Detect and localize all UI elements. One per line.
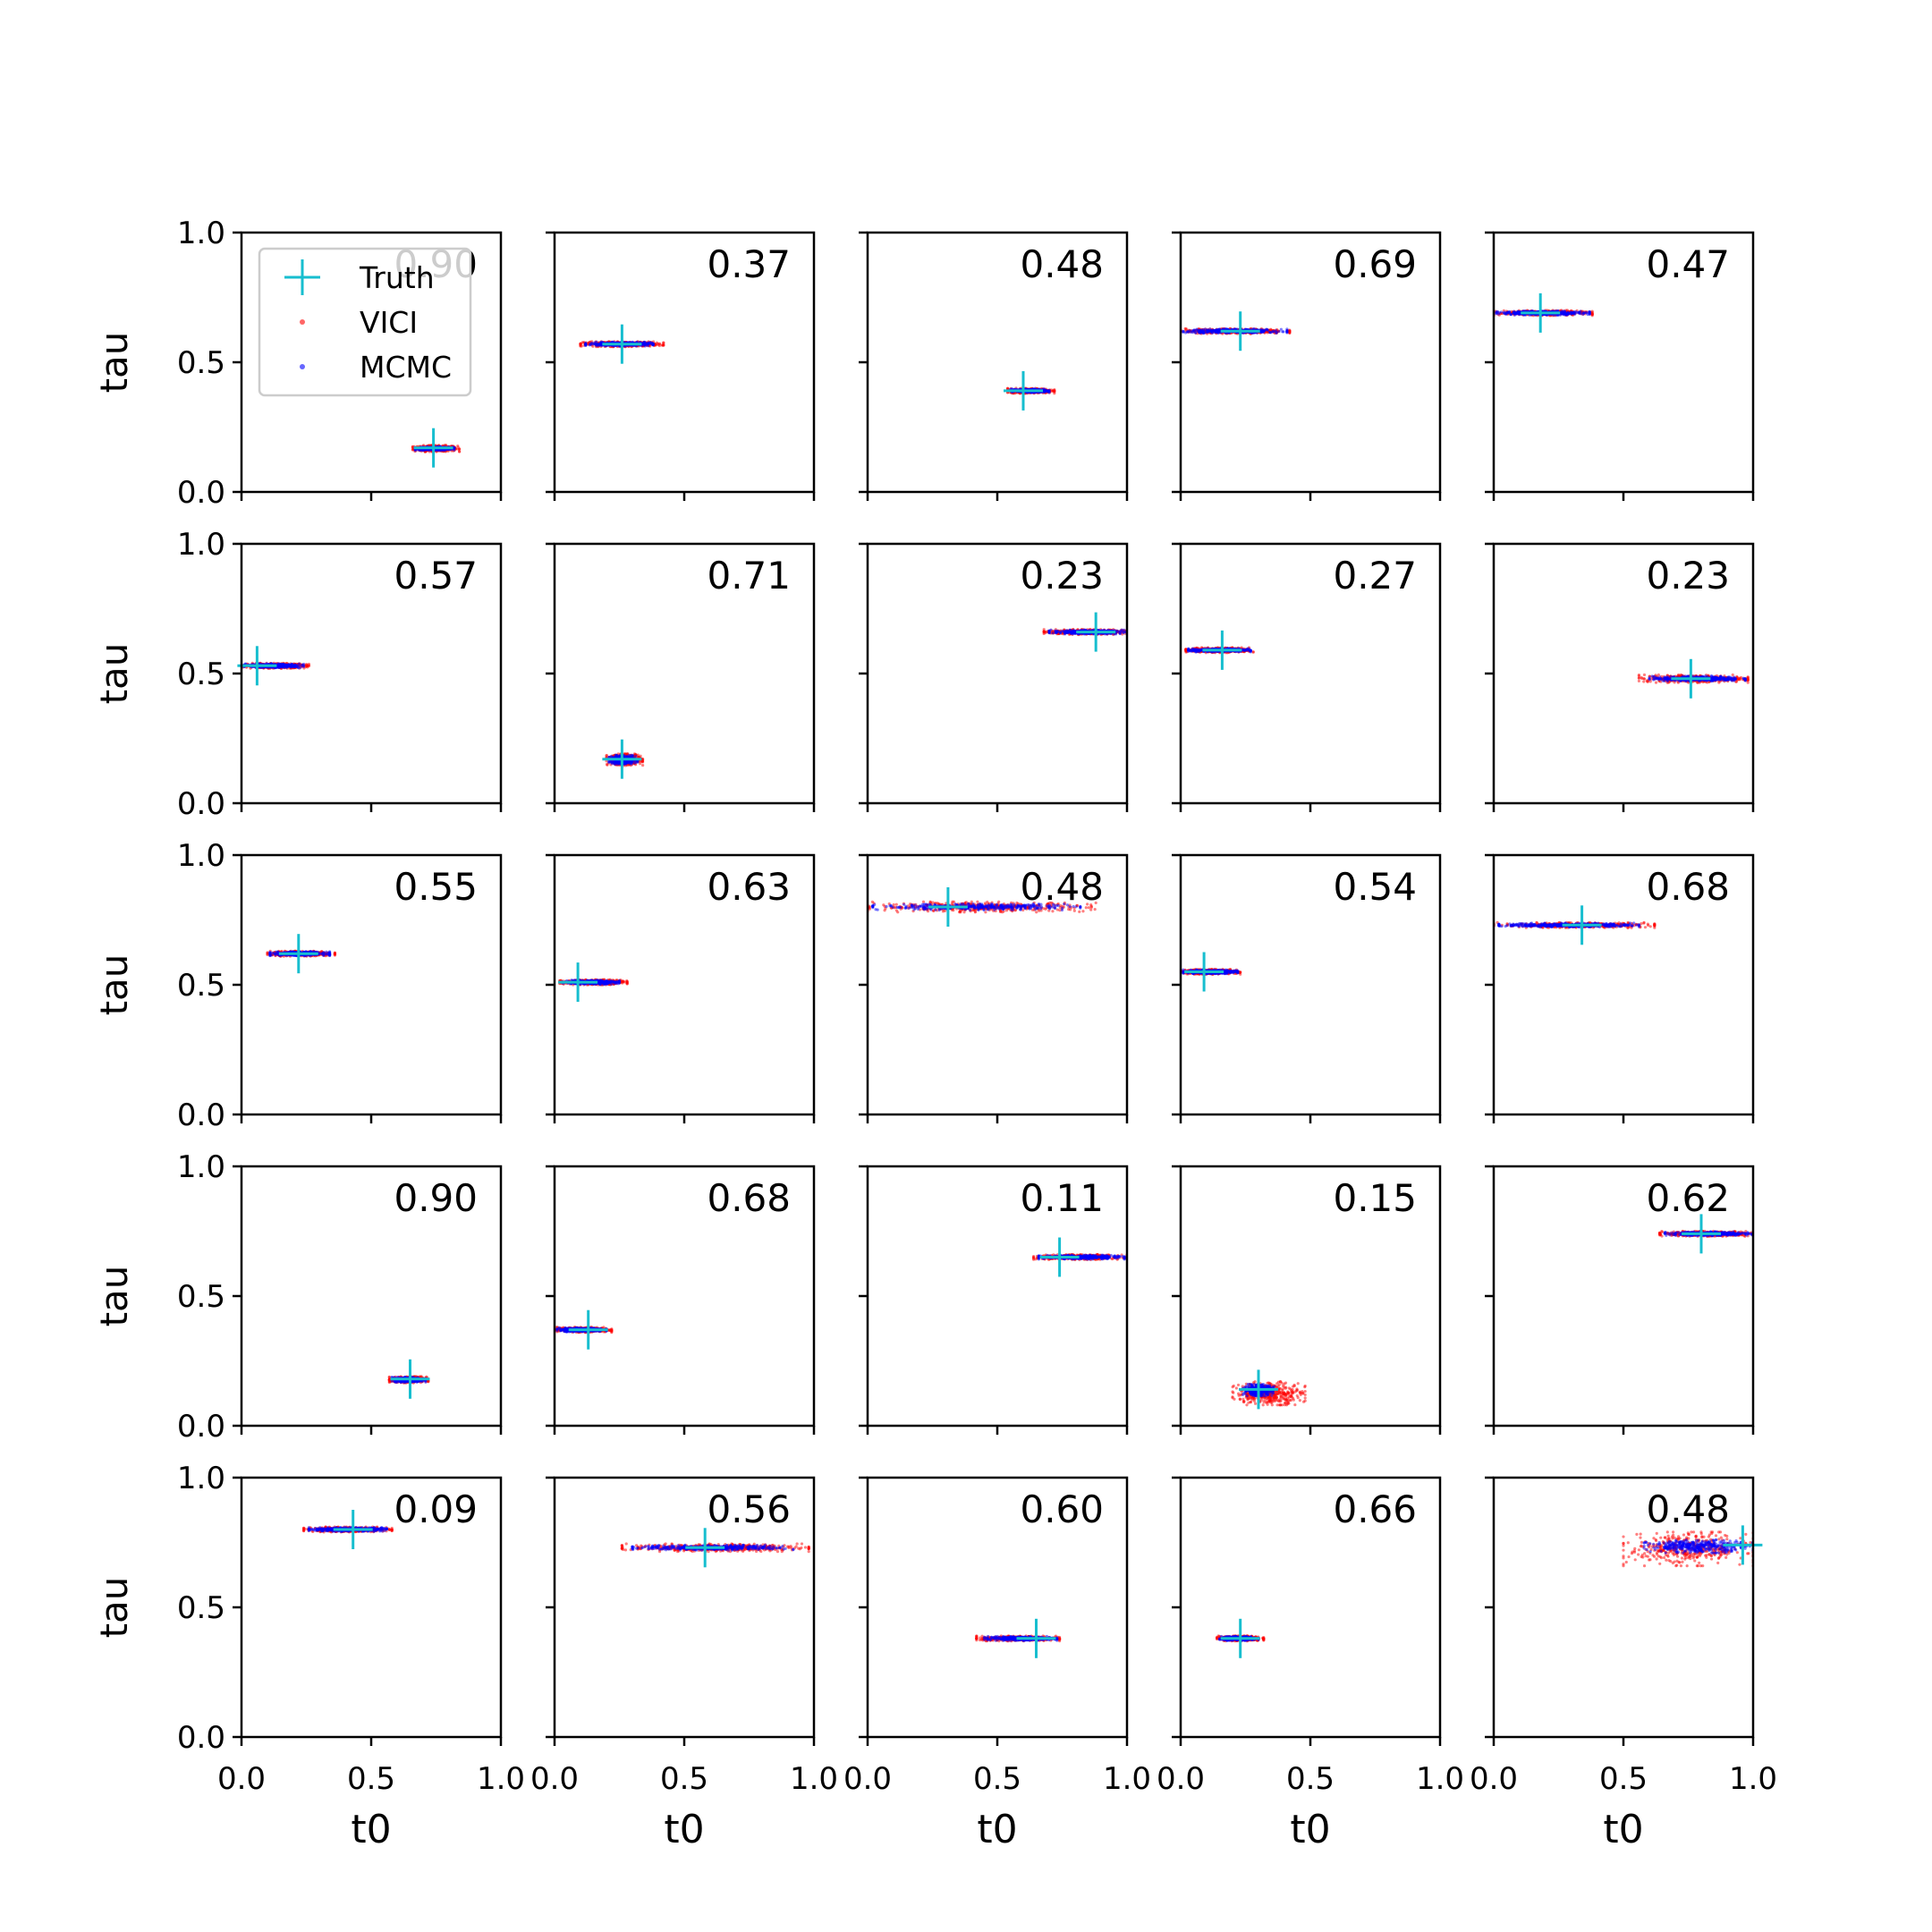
mcmc-point (1502, 311, 1505, 315)
mcmc-point (1559, 311, 1563, 315)
panel-value-label: 0.37 (707, 242, 791, 286)
mcmc-point (1285, 330, 1289, 334)
mcmc-point (280, 665, 284, 668)
vici-point (1288, 329, 1292, 333)
mcmc-point (1201, 330, 1205, 334)
panel-5: 0.47 (1485, 231, 1755, 501)
vici-point (662, 343, 665, 346)
y-tick-label: 0.0 (177, 475, 225, 511)
mcmc-point (1197, 330, 1200, 334)
mcmc-point (1210, 331, 1215, 335)
vici-point (456, 444, 460, 448)
mcmc-point (651, 343, 655, 346)
vici-point (591, 344, 595, 348)
vici-point (1183, 326, 1187, 330)
mcmc-point (1588, 312, 1591, 316)
vici-point (457, 450, 462, 453)
mcmc-point (1285, 327, 1289, 331)
mcmc-point (584, 343, 588, 346)
panel-value-label: 0.47 (1646, 242, 1730, 286)
mcmc-point (593, 342, 597, 346)
y-tick-label: 0.0 (177, 786, 225, 822)
mcmc-point (292, 664, 297, 667)
mcmc-point (453, 446, 456, 450)
panel-2: 0.37 (546, 231, 816, 501)
panel-value-label: 0.48 (1020, 242, 1104, 286)
mcmc-point (297, 662, 301, 665)
y-tick-label: 1.0 (177, 216, 225, 251)
mcmc-point (589, 343, 592, 346)
mcmc-point (1260, 329, 1264, 333)
mcmc-point (1188, 329, 1191, 333)
mcmc-point (1282, 330, 1285, 334)
mcmc-point (1499, 310, 1504, 314)
mcmc-point (1588, 309, 1591, 314)
mcmc-point (1042, 390, 1046, 394)
mcmc-point (597, 343, 601, 346)
vici-point (1053, 389, 1056, 393)
y-tick-label: 0.5 (177, 345, 225, 381)
mcmc-point (1207, 329, 1210, 333)
mcmc-point (1217, 329, 1221, 333)
y-axis-label: tau (92, 643, 136, 705)
mcmc-point (1264, 327, 1268, 332)
mcmc-point (1514, 311, 1518, 315)
mcmc-point (1505, 310, 1509, 314)
mcmc-point (1195, 327, 1199, 331)
mcmc-point (1277, 329, 1281, 334)
vici-point (1590, 312, 1594, 317)
vici-point (411, 448, 414, 452)
mcmc-point (648, 340, 652, 344)
mcmc-point (1182, 329, 1185, 333)
mcmc-point (1279, 327, 1283, 331)
mcmc-point (1191, 331, 1195, 335)
mcmc-point (300, 664, 304, 667)
mcmc-point (1523, 309, 1527, 313)
mcmc-point (1564, 313, 1568, 317)
panel-value-label: 0.69 (1333, 242, 1417, 286)
vici-point (579, 343, 582, 346)
mcmc-point (1582, 311, 1586, 315)
panels-layer: 0.900.00.51.0tau0.370.480.690.470.570.00… (92, 216, 1777, 1852)
mcmc-point (1183, 331, 1188, 335)
mcmc-point (1509, 312, 1513, 317)
mcmc-point (1566, 311, 1570, 315)
mcmc-point (273, 666, 276, 670)
mcmc-point (1518, 312, 1521, 316)
vici-point (657, 343, 662, 348)
panel-value-label: 0.57 (394, 554, 478, 597)
mcmc-point (1496, 311, 1499, 315)
mcmc-point (1569, 310, 1572, 314)
mcmc-point (1512, 311, 1515, 315)
mcmc-point (1214, 329, 1217, 334)
panel-7: 0.71 (546, 542, 816, 812)
vici-point (457, 447, 462, 451)
mcmc-point (284, 665, 289, 669)
mcmc-point (420, 448, 424, 452)
y-tick-label: 1.0 (177, 527, 225, 563)
mcmc-point (297, 666, 301, 670)
y-tick-label: 0.5 (177, 657, 225, 692)
mcmc-point (1579, 312, 1582, 316)
mcmc-point (1269, 331, 1273, 335)
mcmc-point (288, 664, 292, 667)
mcmc-point (643, 344, 647, 348)
mcmc-point (642, 342, 646, 345)
vici-point (657, 342, 661, 345)
y-axis-label: tau (92, 332, 136, 394)
mcmc-point (1273, 330, 1276, 334)
panel-6: 0.57 0.0 0.5 1.0 tau (92, 527, 503, 822)
mcmc-point (283, 664, 287, 667)
panel-3: 0.48 (859, 231, 1129, 501)
mcmc-point (1047, 390, 1051, 394)
mcmc-point (1194, 331, 1198, 335)
mcmc-point (1575, 310, 1579, 315)
vici-point (306, 664, 309, 667)
mcmc-point (595, 344, 598, 348)
panel-4: 0.69 (1172, 231, 1442, 501)
